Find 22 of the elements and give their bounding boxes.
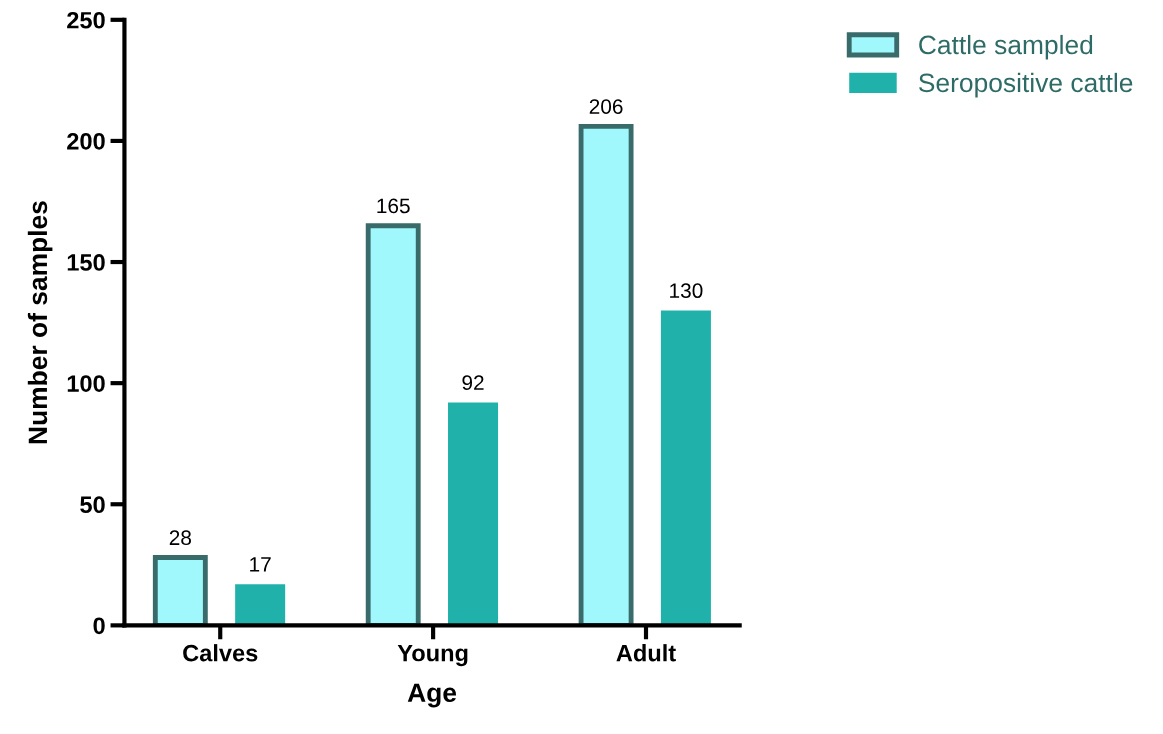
y-tick-label: 100: [67, 375, 105, 392]
y-tick-label: 200: [67, 133, 105, 150]
bar: [660, 310, 711, 626]
y-tick-label: 0: [93, 617, 105, 635]
data-label: 17: [250, 557, 271, 572]
bar: [235, 584, 286, 626]
bar: [448, 402, 499, 626]
y-tick-label: 250: [67, 11, 105, 29]
x-tick-label: Adult: [616, 644, 676, 662]
y-tick-label: 150: [67, 254, 105, 271]
x-tick-label: Calves: [183, 644, 258, 662]
data-label: 165: [377, 198, 410, 214]
data-label: 92: [462, 375, 484, 391]
x-axis-title: Age: [407, 683, 457, 708]
x-tick-label: Young: [397, 644, 468, 667]
data-label: 206: [589, 99, 623, 114]
legend-label: Cattle sampled: [919, 34, 1093, 60]
data-label: 28: [169, 530, 191, 546]
y-tick-label: 50: [80, 496, 105, 514]
data-label: 130: [670, 283, 703, 299]
y-axis-title: Number of samples: [27, 201, 53, 444]
legend-label: Seropositive cattle: [919, 72, 1133, 98]
